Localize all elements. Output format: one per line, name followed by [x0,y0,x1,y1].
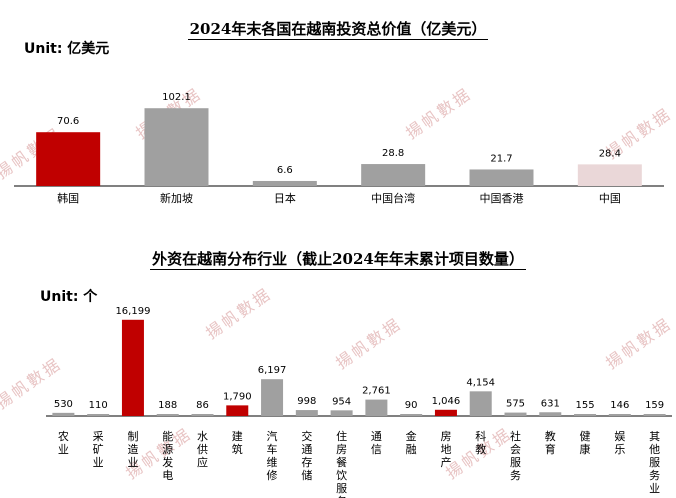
chart2-title: 外资在越南分布行业（截止2024年年末累计项目数量） [150,250,526,270]
data-label: 2,761 [362,386,391,397]
bar [434,409,457,416]
bar [261,379,284,416]
category-label: 能源发电 [162,429,173,482]
bar [400,414,423,416]
data-label: 21.7 [490,153,512,164]
chart1-unit-label: Unit: 亿美元 [24,41,110,57]
data-label: 28.4 [599,148,621,159]
data-label: 16,199 [115,306,150,317]
bar [121,319,144,416]
category-label: 科教 [475,429,486,456]
category-label: 农业 [58,429,69,456]
category-label: 社会服务 [510,429,521,482]
category-label: 中国香港 [480,192,524,205]
category-label: 水供应 [197,430,208,469]
category-label: 日本 [274,191,296,205]
category-label: 交通存储 [301,429,312,482]
category-label: 建筑 [232,429,243,456]
category-label: 中国 [599,192,621,205]
bar [226,405,249,416]
bar [87,414,110,416]
bar [539,412,562,416]
data-label: 4,154 [466,377,495,388]
category-label: 新加坡 [160,191,193,205]
data-label: 28.8 [382,148,404,159]
data-label: 188 [158,400,177,411]
data-label: 6,197 [258,365,287,376]
bar [252,180,317,186]
data-label: 530 [54,399,73,410]
data-label: 1,790 [223,391,252,402]
data-label: 1,046 [432,396,461,407]
bar [608,414,631,416]
category-label: 金融 [406,429,417,456]
category-label: 制造业 [127,430,138,469]
category-label: 娱乐 [614,429,625,456]
category-label: 中国台湾 [371,191,415,205]
category-label: 汽车维修 [267,429,278,482]
category-label: 通信 [371,430,382,456]
category-label: 住房餐饮服务 [336,429,347,498]
bar [469,391,492,416]
bar [365,399,388,416]
bar [191,414,214,416]
category-label: 房地产 [440,430,451,469]
data-label: 146 [610,400,629,411]
bar [574,414,597,416]
data-label: 575 [506,399,525,410]
bar [295,410,318,416]
category-label: 其他服务业 [649,430,660,495]
data-label: 70.6 [57,116,79,127]
bar [643,414,666,416]
bar [330,410,353,416]
data-label: 102.1 [162,92,191,103]
bar [144,108,209,186]
chart1-title: 2024年末各国在越南投资总价值（亿美元） [187,20,489,40]
bar [156,414,179,416]
chart2-unit-label: Unit: 个 [40,289,98,305]
data-label: 998 [297,396,316,407]
bar [577,164,642,186]
data-label: 86 [196,400,209,411]
data-label: 6.6 [277,165,293,176]
category-label: 韩国 [57,191,79,205]
bar [36,132,101,186]
bar [52,412,75,416]
category-label: 教育 [545,430,556,456]
bar [504,412,527,416]
data-label: 90 [405,400,418,411]
data-label: 631 [541,398,560,409]
category-label: 采矿业 [93,430,104,469]
data-label: 159 [645,400,664,411]
data-label: 110 [89,400,108,411]
bar [361,164,426,186]
data-label: 954 [332,396,351,407]
data-label: 155 [576,400,595,411]
category-label: 健康 [580,430,591,456]
bar [469,169,534,186]
